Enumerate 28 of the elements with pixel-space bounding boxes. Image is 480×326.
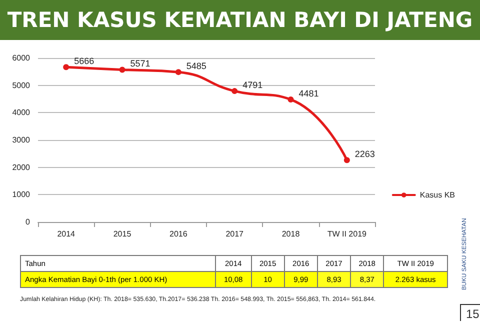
y-tick-label: 6000 [12,54,31,62]
y-tick-label: 4000 [12,108,31,118]
data-label: 4791 [242,80,263,90]
legend-label: Kasus KB [420,190,456,200]
y-tick-label: 2000 [12,162,31,172]
x-tick-label: 2014 [57,230,76,238]
point [288,96,294,103]
x-tick-label: 2017 [226,230,244,238]
data-label: 5485 [186,61,206,72]
y-tick-label: 0 [26,218,31,226]
data-label: 5571 [130,58,150,69]
text: 15 [460,304,480,321]
data-label: 4481 [298,88,319,99]
x-tick-label: 2016 [170,230,188,238]
y-tick-label: 1000 [12,190,31,200]
point [119,66,126,73]
point [63,64,70,70]
data-label: 5666 [74,56,94,66]
point [232,88,238,94]
y-tick-label: 3000 [12,136,31,144]
x-tick-label: TW II 2019 [327,230,368,238]
point [344,157,350,164]
data-label: 2263 [354,149,375,160]
y-tick-label: 5000 [12,80,31,90]
chart-title: TREN KASUS KEMATIAN BAYI DI JATENG [0,0,480,40]
point [175,69,182,76]
x-tick-label: 2018 [282,230,300,238]
x-tick-label: 2015 [113,230,132,238]
